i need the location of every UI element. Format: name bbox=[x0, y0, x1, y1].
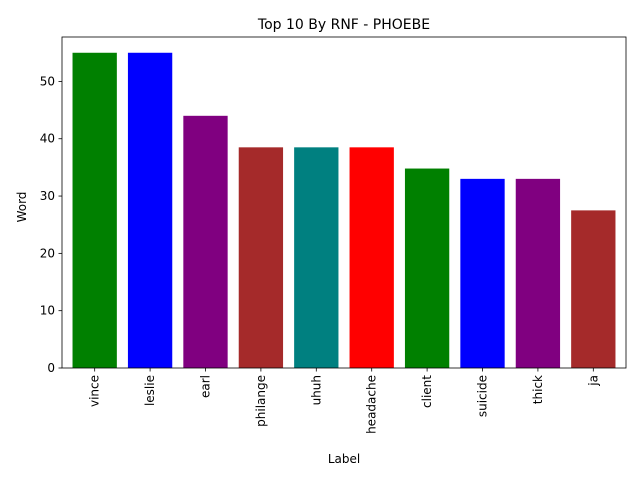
bar-client bbox=[404, 168, 450, 368]
x-tick-label: philange bbox=[254, 375, 268, 427]
bar-leslie bbox=[127, 52, 173, 369]
x-tick-label: client bbox=[420, 375, 434, 408]
chart-title: Top 10 By RNF - PHOEBE bbox=[257, 17, 430, 33]
y-tick-label: 30 bbox=[40, 189, 55, 203]
bar-earl bbox=[183, 115, 228, 368]
y-axis-title: Word bbox=[15, 192, 29, 223]
y-tick-label: 20 bbox=[40, 246, 55, 260]
x-tick-label: uhuh bbox=[309, 375, 323, 405]
y-tick-label: 0 bbox=[47, 361, 55, 375]
y-axis: 0 10 20 30 40 50 bbox=[40, 74, 62, 375]
x-tick-label: leslie bbox=[143, 375, 157, 406]
bar-ja bbox=[571, 210, 616, 368]
bar-philange bbox=[238, 147, 284, 368]
bar-thick bbox=[515, 178, 561, 368]
y-tick-label: 10 bbox=[40, 304, 55, 318]
x-tick-label: ja bbox=[586, 375, 600, 387]
x-tick-label: suicide bbox=[476, 375, 490, 417]
x-axis: vince leslie earl philange uhuh headache clien… bbox=[88, 368, 600, 434]
bar-uhuh bbox=[294, 147, 339, 368]
x-tick-label: vince bbox=[88, 375, 102, 407]
bar-vince bbox=[72, 52, 117, 369]
x-tick-label: headache bbox=[365, 375, 379, 434]
x-tick-label: thick bbox=[531, 375, 545, 404]
plot-frame bbox=[61, 36, 627, 369]
x-axis-title: Label bbox=[328, 452, 360, 466]
x-tick-label: earl bbox=[198, 375, 212, 398]
bars-group bbox=[72, 52, 616, 369]
y-tick-label: 40 bbox=[40, 132, 55, 146]
bar-headache bbox=[349, 147, 394, 368]
bar-suicide bbox=[460, 178, 505, 368]
y-tick-label: 50 bbox=[40, 74, 55, 88]
